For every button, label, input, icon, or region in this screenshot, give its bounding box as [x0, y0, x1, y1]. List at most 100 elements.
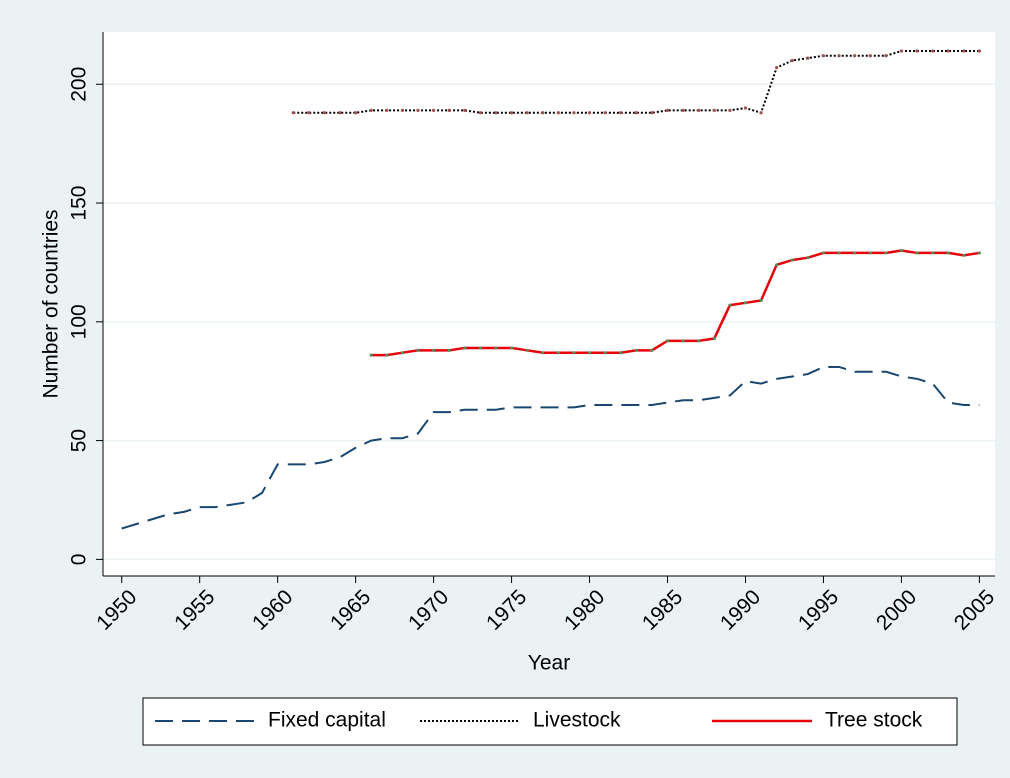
point — [962, 49, 966, 53]
point — [447, 108, 451, 112]
point — [385, 108, 389, 112]
point — [665, 339, 670, 343]
point — [977, 251, 982, 255]
legend-label: Fixed capital — [268, 709, 386, 732]
point — [899, 248, 904, 253]
point — [884, 54, 888, 58]
y-tick-label: 0 — [68, 554, 91, 566]
point — [821, 251, 826, 255]
point — [556, 111, 560, 115]
point — [853, 251, 857, 255]
point — [728, 303, 732, 307]
point — [931, 49, 935, 53]
point — [369, 108, 373, 112]
point — [572, 111, 576, 115]
point — [821, 54, 826, 58]
point — [697, 108, 701, 112]
point — [338, 111, 342, 115]
point — [494, 346, 498, 350]
point — [354, 111, 358, 115]
point — [603, 351, 607, 355]
point — [556, 351, 560, 355]
point — [541, 351, 545, 355]
point — [681, 108, 685, 112]
point — [432, 348, 436, 352]
point — [478, 111, 482, 115]
point — [634, 348, 638, 352]
point — [525, 111, 529, 115]
point — [712, 336, 716, 341]
point — [899, 49, 904, 53]
y-tick-label: 100 — [68, 304, 91, 339]
point — [650, 111, 654, 115]
y-axis-label: Number of countries — [40, 209, 63, 398]
point — [743, 106, 748, 110]
point — [743, 301, 748, 305]
point — [697, 339, 701, 343]
point — [931, 251, 935, 255]
point — [541, 111, 545, 115]
point — [665, 108, 670, 112]
point — [837, 54, 841, 58]
point — [759, 298, 763, 303]
point — [790, 58, 794, 63]
legend-box — [142, 697, 958, 746]
plot-area — [103, 32, 995, 576]
legend-label: Livestock — [533, 709, 621, 732]
point — [915, 251, 919, 255]
point — [853, 54, 857, 58]
point — [587, 111, 592, 115]
point — [603, 111, 607, 115]
point — [322, 111, 327, 115]
point — [619, 111, 623, 115]
point — [291, 111, 295, 115]
point — [369, 353, 373, 357]
point — [494, 111, 498, 115]
point — [525, 348, 529, 352]
point — [837, 251, 841, 255]
point — [977, 49, 982, 53]
point — [681, 339, 685, 343]
point — [775, 66, 779, 70]
point — [634, 111, 638, 115]
point — [307, 111, 311, 115]
point — [775, 263, 779, 267]
point — [509, 111, 514, 115]
point — [385, 353, 389, 357]
y-tick-label: 200 — [68, 67, 91, 102]
y-tick-label: 50 — [68, 429, 91, 452]
point — [416, 108, 420, 112]
point — [712, 108, 716, 112]
point — [962, 253, 966, 257]
point — [400, 351, 405, 355]
point — [884, 251, 888, 255]
point — [759, 111, 763, 115]
legend-label: Tree stock — [825, 709, 923, 732]
point — [868, 251, 872, 255]
point — [946, 49, 950, 53]
x-axis-label: Year — [528, 652, 570, 675]
point — [946, 251, 950, 255]
point — [619, 351, 623, 355]
point — [728, 108, 732, 112]
point — [447, 348, 451, 352]
point — [463, 346, 467, 350]
point — [509, 346, 514, 350]
point — [868, 54, 872, 58]
point — [806, 256, 810, 260]
point — [432, 108, 436, 112]
point — [416, 348, 420, 352]
series-line — [121, 365, 980, 530]
y-tick-label: 150 — [68, 186, 91, 221]
point — [650, 348, 654, 352]
point — [400, 108, 405, 112]
point — [572, 351, 576, 355]
point — [915, 49, 919, 53]
point — [587, 351, 592, 355]
point — [790, 258, 794, 262]
series-line — [371, 249, 980, 357]
point — [806, 56, 810, 60]
point — [463, 108, 467, 112]
point — [478, 346, 482, 350]
